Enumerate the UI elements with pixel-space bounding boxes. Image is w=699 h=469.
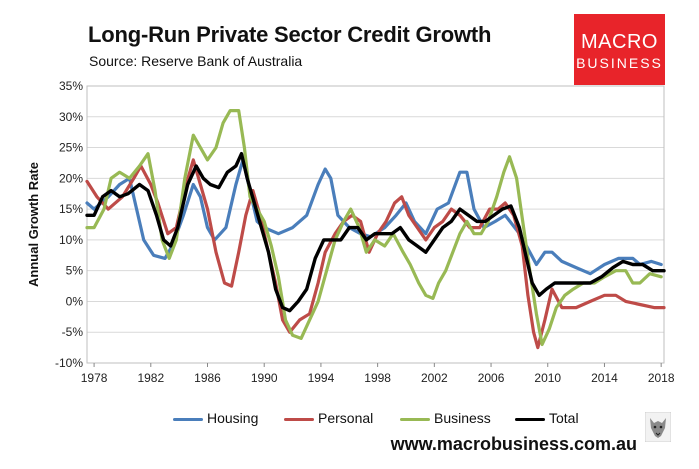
chart-source: Source: Reserve Bank of Australia bbox=[89, 53, 303, 69]
credit-growth-chart: -10% -5% 0% 5% 10% 15% 20% 25% 30% 35% 1978 1982 198… bbox=[26, 79, 675, 385]
x-tick-label: 1982 bbox=[137, 371, 164, 385]
website-url[interactable]: www.macrobusiness.com.au bbox=[390, 434, 637, 454]
legend-swatch-personal bbox=[284, 418, 314, 421]
y-tick-label: 25% bbox=[59, 141, 83, 155]
legend-label-housing: Housing bbox=[207, 410, 259, 426]
x-tick-label: 2010 bbox=[534, 371, 561, 385]
y-tick-label: 35% bbox=[59, 79, 83, 93]
plot-area-border bbox=[86, 85, 665, 364]
x-tick-label: 1990 bbox=[251, 371, 278, 385]
y-axis-title: Annual Growth Rate bbox=[26, 162, 41, 287]
legend-swatch-housing bbox=[173, 418, 203, 421]
x-tick-label: 2018 bbox=[648, 371, 675, 385]
legend-swatch-total bbox=[515, 418, 545, 421]
series-line-personal bbox=[85, 158, 666, 350]
x-tick-label: 1994 bbox=[308, 371, 335, 385]
logo-line-2: BUSINESS bbox=[576, 55, 663, 71]
legend-label-business: Business bbox=[434, 410, 491, 426]
legend-label-personal: Personal bbox=[318, 410, 374, 426]
x-tick-label: 1978 bbox=[81, 371, 108, 385]
y-tick-label: 30% bbox=[59, 110, 83, 124]
logo-line-1: MACRO bbox=[581, 31, 658, 53]
y-tick-label: 20% bbox=[59, 171, 83, 185]
y-tick-label: 10% bbox=[59, 233, 83, 247]
y-tick-label: 0% bbox=[66, 294, 84, 308]
y-tick-label: 5% bbox=[66, 264, 84, 278]
series-line-business bbox=[85, 109, 663, 347]
chart-legend: Housing Personal Business Total bbox=[0, 409, 699, 429]
legend-label-total: Total bbox=[549, 410, 579, 426]
wolf-mascot-icon bbox=[645, 412, 671, 442]
macrobusiness-logo: MACRO BUSINESS bbox=[574, 14, 665, 85]
y-tick-label: 15% bbox=[59, 202, 83, 216]
x-tick-label: 2014 bbox=[591, 371, 618, 385]
x-tick-label: 2002 bbox=[421, 371, 448, 385]
x-tick-label: 2006 bbox=[478, 371, 505, 385]
x-tick-label: 1986 bbox=[194, 371, 221, 385]
series-line-total bbox=[85, 152, 666, 313]
chart-title: Long-Run Private Sector Credit Growth bbox=[88, 22, 492, 47]
y-tick-label: -5% bbox=[62, 325, 84, 339]
series-line-housing bbox=[85, 158, 663, 276]
y-tick-label: -10% bbox=[55, 356, 83, 370]
x-tick-label: 1998 bbox=[364, 371, 391, 385]
legend-swatch-business bbox=[400, 418, 430, 421]
